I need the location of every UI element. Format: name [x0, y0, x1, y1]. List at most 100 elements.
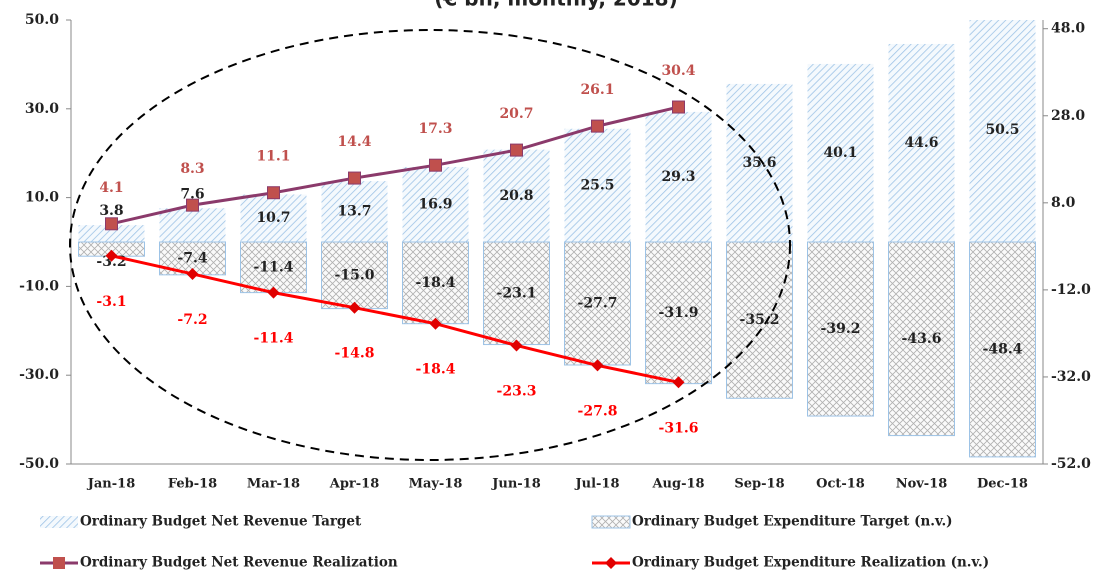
bar-value-label: -43.6: [902, 331, 942, 347]
line: [111, 254, 679, 384]
bar: [402, 166, 469, 242]
line-value-label: -7.2: [177, 312, 207, 328]
y-tick-label: -50.0: [19, 456, 59, 472]
legend-label: Ordinary Budget Expenditure Target (n.v.…: [632, 514, 953, 530]
bar: [645, 111, 712, 243]
bar-value-label: -11.4: [254, 259, 294, 275]
line-value-label: -14.8: [335, 346, 375, 362]
bar-value-label: 10.7: [256, 210, 290, 226]
bar-value-label: 7.6: [180, 186, 204, 202]
bar-value-label: 29.3: [661, 169, 695, 185]
marker: [186, 267, 199, 280]
line-value-label: -23.3: [497, 383, 537, 399]
x-tick-label: Dec-18: [977, 477, 1028, 492]
bar-value-label: -39.2: [821, 321, 861, 337]
y-tick-label: 50.0: [25, 12, 59, 28]
bar-value-label: 16.9: [418, 196, 452, 212]
bar: [483, 241, 550, 346]
bar: [402, 241, 469, 325]
bar: [888, 43, 955, 243]
bar: [240, 194, 307, 242]
bar: [78, 225, 145, 242]
x-tick-label: Nov-18: [896, 477, 948, 492]
bar: [969, 20, 1036, 242]
line-value-label: -3.1: [96, 294, 126, 310]
legend-marker: [53, 557, 65, 569]
y2-tick-label: 8.0: [1051, 195, 1076, 211]
legend-label: Ordinary Budget Net Revenue Target: [80, 514, 362, 530]
line-value-label: -27.8: [578, 403, 618, 419]
marker: [348, 171, 361, 185]
bar: [159, 208, 226, 242]
line-value-label: 4.1: [99, 180, 123, 196]
y-tick-label: -30.0: [19, 367, 59, 383]
x-tick-label: Jul-18: [574, 477, 619, 492]
bar-value-label: 40.1: [823, 145, 857, 161]
bar-value-label: 25.5: [580, 177, 614, 193]
highlight-ellipse: [69, 29, 791, 461]
bar: [888, 241, 955, 437]
y2-tick-label: -12.0: [1051, 282, 1091, 298]
marker: [510, 339, 523, 352]
line-value-label: 20.7: [499, 106, 533, 122]
x-tick-label: Jun-18: [491, 477, 541, 492]
bar-value-label: 13.7: [337, 204, 371, 220]
x-tick-label: Oct-18: [816, 477, 865, 492]
marker: [672, 376, 685, 389]
x-tick-label: Aug-18: [651, 477, 704, 492]
y-tick-label: 30.0: [25, 101, 59, 117]
bar: [969, 241, 1036, 458]
bar: [726, 241, 793, 399]
legend-marker: [605, 557, 617, 569]
bar: [321, 241, 388, 310]
marker: [348, 301, 361, 314]
marker: [105, 249, 118, 262]
bar-value-label: -31.9: [659, 305, 699, 321]
bar: [564, 128, 631, 242]
x-tick-label: Jan-18: [87, 477, 136, 492]
bar: [240, 241, 307, 294]
x-tick-label: Feb-18: [168, 477, 217, 492]
bar-value-label: -18.4: [416, 275, 456, 291]
bar-value-label: 20.8: [499, 188, 533, 204]
bar-value-label: -23.1: [497, 285, 537, 301]
line-value-label: 17.3: [418, 121, 452, 137]
bar-value-label: -7.4: [177, 250, 207, 266]
bar: [564, 241, 631, 366]
bar: [321, 181, 388, 242]
bar: [483, 149, 550, 242]
line-value-label: 26.1: [580, 82, 614, 98]
marker: [267, 186, 280, 200]
bar-value-label: 50.5: [985, 122, 1019, 138]
line-value-label: -18.4: [416, 362, 456, 378]
bar-value-label: -48.4: [983, 341, 1023, 357]
marker: [429, 317, 442, 330]
x-tick-label: Sep-18: [734, 477, 784, 492]
line-value-label: 30.4: [661, 63, 695, 79]
chart-title: (€ bn, monthly, 2018): [434, 0, 677, 11]
bar: [807, 241, 874, 417]
marker: [429, 158, 442, 172]
x-tick-label: Apr-18: [329, 477, 380, 492]
bar: [726, 83, 793, 242]
x-tick-label: Mar-18: [247, 477, 300, 492]
line-value-label: 8.3: [180, 161, 204, 177]
marker: [672, 100, 685, 114]
marker: [591, 359, 604, 372]
line-value-label: -31.6: [659, 420, 699, 436]
marker: [267, 286, 280, 299]
y2-tick-label: 28.0: [1051, 108, 1085, 124]
legend-label: Ordinary Budget Expenditure Realization …: [632, 555, 989, 571]
marker: [105, 217, 118, 231]
bar-value-label: 3.8: [99, 203, 123, 219]
line-value-label: 14.4: [337, 134, 371, 150]
y2-tick-label: 48.0: [1051, 21, 1085, 37]
legend-swatch: [40, 516, 78, 528]
line-value-label: 11.1: [256, 149, 290, 165]
marker: [510, 143, 523, 157]
x-tick-label: May-18: [409, 477, 463, 492]
marker: [186, 198, 199, 212]
line-value-label: -11.4: [254, 331, 294, 347]
legend-swatch: [591, 515, 631, 529]
